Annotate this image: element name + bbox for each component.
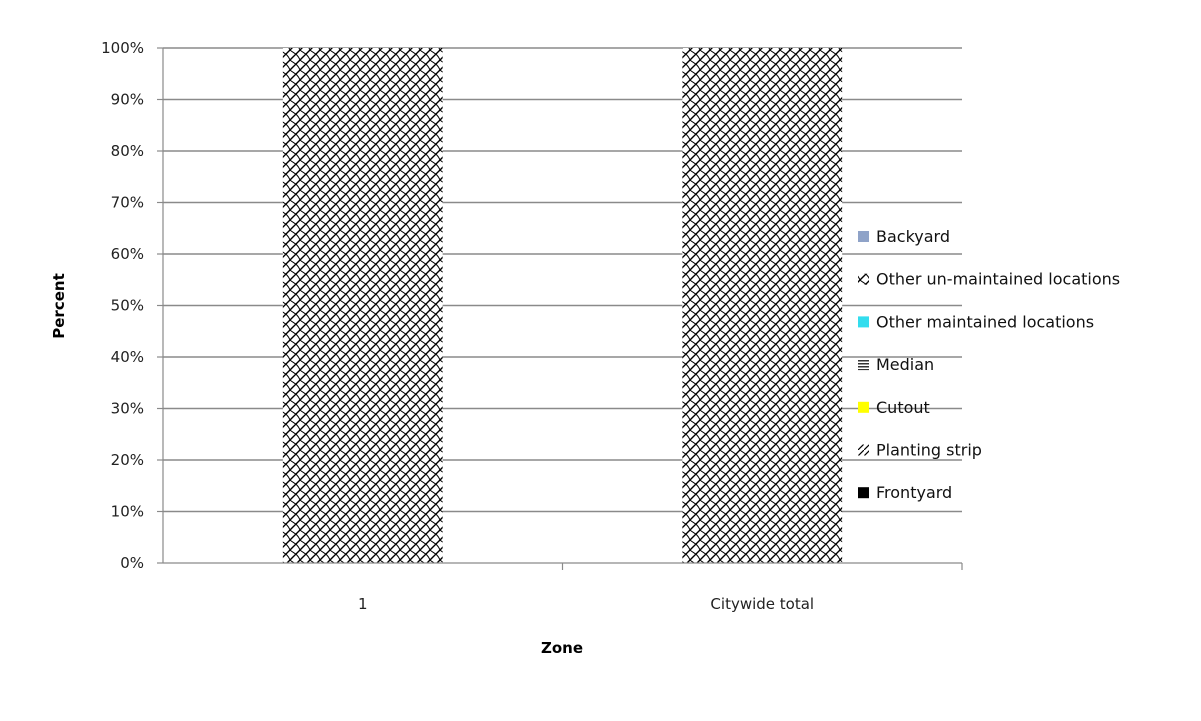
y-axis-title: Percent [50, 273, 68, 338]
legend-label: Other un-maintained locations [876, 270, 1120, 289]
legend: Backyard Other un-maintained locations Oth… [858, 227, 1120, 502]
legend-swatch [858, 316, 869, 328]
x-tick-label: 1 [358, 595, 368, 613]
legend-swatch [858, 231, 869, 242]
legend-label: Frontyard [876, 483, 952, 502]
legend-item: Frontyard [858, 483, 952, 502]
y-tick-label: 20% [111, 451, 144, 469]
y-tick-label: 50% [111, 297, 144, 315]
y-tick-labels: 0% 10% 20% 30% 40% 50% 60% 70% 80% 90% 100% [101, 39, 144, 572]
y-tick-label: 70% [111, 194, 144, 212]
legend-swatch [858, 273, 869, 285]
y-tick-label: 30% [111, 400, 144, 418]
y-tick-label: 60% [111, 245, 144, 263]
legend-item: Cutout [858, 398, 930, 417]
legend-label: Planting strip [876, 441, 982, 460]
y-tick-label: 80% [111, 142, 144, 160]
legend-item: Backyard [858, 227, 950, 246]
x-tick-labels: 1 Citywide total [358, 595, 814, 613]
axes [157, 47, 963, 570]
legend-swatch [858, 401, 869, 413]
legend-label: Median [876, 355, 934, 374]
y-tick-label: 10% [111, 503, 144, 521]
y-tick-label: 100% [101, 39, 144, 57]
bar-segment [282, 48, 443, 563]
legend-item: Median [858, 355, 934, 374]
legend-item: Other maintained locations [858, 312, 1094, 331]
x-axis-title: Zone [541, 639, 583, 657]
legend-swatch [858, 487, 869, 499]
legend-item: Planting strip [858, 441, 982, 460]
legend-label: Cutout [876, 398, 930, 417]
bars [282, 48, 843, 563]
legend-swatch [858, 359, 869, 371]
y-tick-label: 0% [120, 554, 144, 572]
legend-swatch [858, 444, 869, 456]
legend-item: Other un-maintained locations [858, 270, 1120, 289]
legend-label: Backyard [876, 227, 950, 246]
y-tick-label: 40% [111, 348, 144, 366]
legend-label: Other maintained locations [876, 312, 1094, 331]
y-tick-label: 90% [111, 91, 144, 109]
bar-segment [682, 48, 843, 563]
x-tick-label: Citywide total [710, 595, 814, 613]
